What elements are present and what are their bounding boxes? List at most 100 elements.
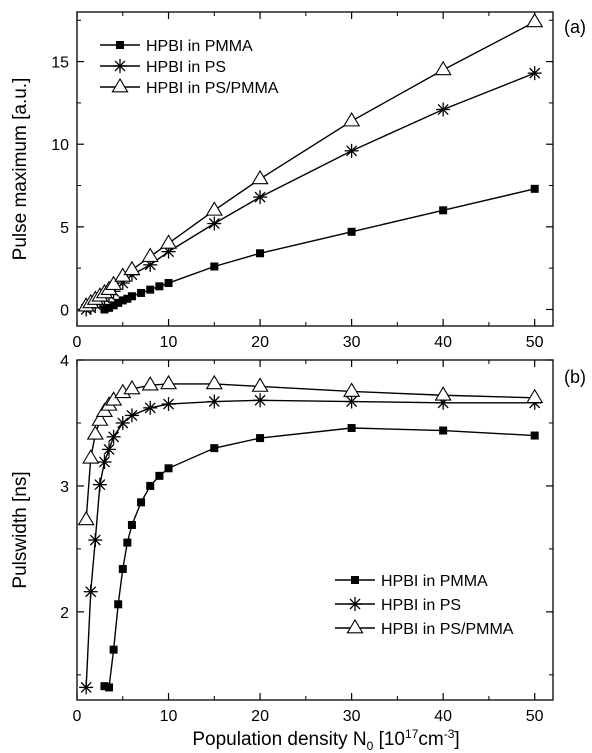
data-point-triangle — [123, 260, 141, 276]
data-point-square — [146, 285, 155, 294]
legend-marker-triangle — [111, 77, 129, 93]
data-point-asterisk — [344, 394, 359, 409]
data-point-triangle — [77, 510, 95, 526]
data-point-triangle — [105, 275, 123, 291]
data-point-square — [210, 262, 219, 271]
legend-marker-square — [116, 41, 124, 49]
data-point-asterisk — [344, 143, 359, 158]
data-point-square — [123, 294, 132, 303]
shared-labels: Population density N0 [1017cm-3] — [192, 727, 459, 753]
legend-marker-asterisk — [348, 597, 362, 611]
data-point-triangle — [205, 201, 223, 216]
series-triangle — [77, 374, 544, 526]
data-point-triangle — [91, 411, 109, 426]
data-point-square — [118, 296, 127, 305]
y-tick-label: 10 — [51, 137, 69, 154]
series-square — [100, 424, 539, 692]
x-tick-label: 50 — [526, 334, 544, 351]
data-point-square — [347, 227, 356, 236]
y-tick-label: 3 — [60, 479, 69, 496]
data-point-triangle — [123, 379, 141, 395]
legend-label: HPBI in PS/PMMA — [146, 80, 279, 97]
data-point-square — [123, 538, 132, 547]
data-point-triangle — [251, 169, 269, 185]
data-point-triangle — [526, 388, 544, 404]
series-asterisk — [79, 66, 542, 317]
data-point-triangle — [434, 386, 452, 401]
data-point-triangle — [82, 449, 100, 464]
y-tick-label: 0 — [60, 302, 69, 319]
data-point-square — [105, 683, 114, 692]
data-point-asterisk — [79, 680, 94, 695]
data-point-square — [118, 565, 127, 574]
data-point-triangle — [526, 12, 544, 28]
x-tick-label: 30 — [343, 334, 361, 351]
data-point-square — [439, 206, 448, 215]
x-tick-label: 20 — [251, 708, 269, 725]
data-point-triangle — [159, 234, 178, 249]
series-line — [85, 72, 535, 311]
data-point-triangle — [205, 374, 223, 390]
data-point-square — [155, 471, 164, 480]
y-tick-label: 5 — [60, 220, 69, 237]
y-tick-label: 15 — [51, 55, 69, 72]
legend: HPBI in PMMA HPBI in PS HPBI in PS/PMMA — [335, 573, 514, 638]
data-point-asterisk — [102, 442, 117, 457]
data-point-square — [439, 426, 448, 435]
data-point-asterisk — [88, 533, 103, 548]
data-point-asterisk — [161, 397, 176, 412]
plot-frame — [76, 11, 554, 327]
series-asterisk — [79, 393, 542, 695]
data-point-square — [347, 424, 356, 432]
x-tick-label: 40 — [434, 334, 452, 351]
legend-label: HPBI in PS — [146, 59, 226, 76]
data-point-asterisk — [106, 429, 121, 444]
data-point-asterisk — [115, 415, 130, 430]
data-point-asterisk — [143, 400, 158, 415]
x-tick-label: 30 — [343, 708, 361, 725]
data-point-square — [127, 292, 136, 301]
plot-frame — [76, 359, 554, 701]
data-point-square — [256, 249, 265, 258]
series-line — [104, 427, 535, 689]
data-point-asterisk — [527, 66, 542, 81]
legend-marker-asterisk — [113, 59, 127, 73]
y-axis-title: Pulswidth [ns] — [10, 471, 31, 588]
x-tick-label: 40 — [434, 708, 452, 725]
data-point-triangle — [343, 111, 361, 127]
data-point-triangle — [86, 425, 104, 440]
data-point-triangle — [141, 247, 159, 262]
series-triangle — [77, 12, 544, 312]
panel-label: (b) — [564, 367, 586, 387]
data-point-square — [109, 645, 118, 654]
data-point-asterisk — [207, 216, 222, 231]
data-point-asterisk — [83, 584, 98, 599]
data-point-asterisk — [253, 190, 268, 205]
data-point-asterisk — [436, 102, 451, 117]
data-point-square — [530, 184, 539, 193]
x-tick-label: 10 — [160, 334, 178, 351]
panel-label: (a) — [564, 17, 586, 37]
data-point-square — [530, 431, 539, 440]
data-point-square — [164, 279, 173, 288]
data-point-square — [155, 282, 164, 291]
data-point-asterisk — [97, 455, 112, 469]
legend-marker-triangle — [346, 618, 364, 634]
data-point-square — [109, 301, 118, 310]
x-tick-label: 20 — [251, 334, 269, 351]
data-point-asterisk — [207, 394, 222, 409]
legend-marker-square — [351, 576, 359, 584]
data-point-square — [127, 520, 136, 529]
x-tick-label: 50 — [526, 708, 544, 725]
x-axis-title: Population density N0 [1017cm-3] — [192, 727, 459, 753]
data-point-square — [100, 682, 109, 691]
x-tick-label: 10 — [160, 708, 178, 725]
data-point-asterisk — [124, 408, 139, 423]
series-line — [85, 399, 535, 688]
data-point-asterisk — [253, 393, 268, 408]
y-tick-label: 4 — [60, 353, 69, 370]
legend: HPBI in PMMA HPBI in PS HPBI in PS/PMMA — [100, 38, 279, 97]
data-point-triangle — [159, 374, 178, 390]
data-point-triangle — [434, 60, 452, 76]
